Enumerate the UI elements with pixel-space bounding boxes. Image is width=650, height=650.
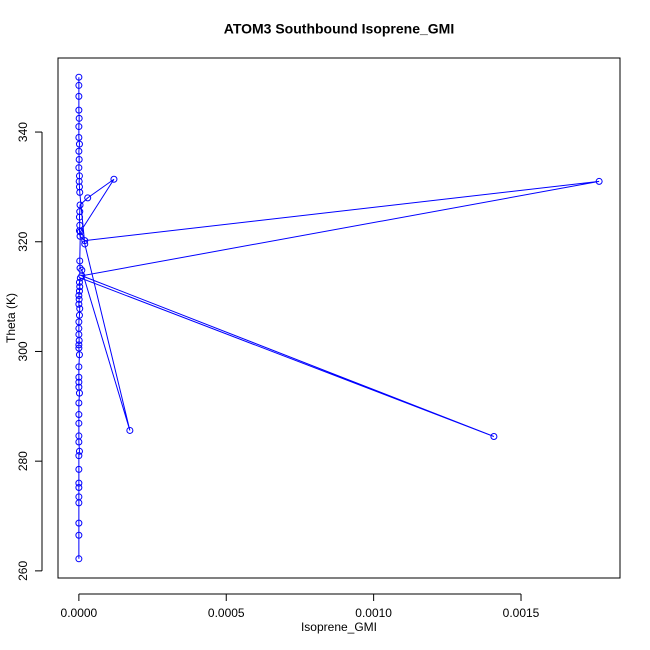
data-point xyxy=(75,363,83,371)
y-tick-label: 300 xyxy=(16,341,30,361)
data-point xyxy=(75,373,83,381)
data-point xyxy=(76,228,84,236)
data-point xyxy=(75,432,83,440)
data-point xyxy=(75,140,83,148)
y-tick-label: 340 xyxy=(16,122,30,142)
data-point xyxy=(75,341,83,349)
data-point xyxy=(75,123,83,131)
data-point xyxy=(75,227,83,235)
data-point xyxy=(78,266,86,274)
x-tick-label: 0.0015 xyxy=(503,606,540,620)
data-point xyxy=(75,106,83,114)
data-point xyxy=(76,264,84,272)
data-point xyxy=(595,177,603,185)
x-tick-label: 0.0000 xyxy=(61,606,98,620)
plot-frame xyxy=(57,57,621,579)
chart-title: ATOM3 Southbound Isoprene_GMI xyxy=(224,21,454,37)
data-point xyxy=(75,519,83,527)
data-point xyxy=(75,92,83,100)
data-point xyxy=(75,164,83,172)
data-point xyxy=(75,479,83,487)
x-tick-label: 0.0005 xyxy=(208,606,245,620)
data-point xyxy=(75,411,83,419)
data-point xyxy=(78,272,86,280)
series-line xyxy=(78,77,600,559)
x-axis-label: Isoprene_GMI xyxy=(301,620,377,634)
data-point xyxy=(75,378,83,386)
data-point xyxy=(75,383,83,391)
data-point xyxy=(490,432,498,440)
data-point xyxy=(126,426,134,434)
data-point xyxy=(75,81,83,89)
data-point xyxy=(75,351,83,359)
data-point xyxy=(75,278,83,286)
data-point xyxy=(76,283,84,291)
data-point xyxy=(75,287,83,295)
data-point xyxy=(75,213,83,221)
data-point xyxy=(76,305,84,313)
data-point xyxy=(75,419,83,427)
data-point xyxy=(75,147,83,155)
data-point xyxy=(75,531,83,539)
data-point xyxy=(75,155,83,163)
data-point xyxy=(81,237,89,245)
y-tick-label: 260 xyxy=(16,561,30,581)
data-point xyxy=(75,295,83,303)
data-point xyxy=(81,240,89,248)
data-point xyxy=(76,208,84,216)
data-point xyxy=(75,300,83,308)
data-point xyxy=(76,221,84,229)
data-point xyxy=(76,201,84,209)
data-point xyxy=(75,114,83,122)
data-point xyxy=(75,344,83,352)
data-point xyxy=(75,399,83,407)
y-tick-label: 280 xyxy=(16,451,30,471)
data-point xyxy=(75,493,83,501)
data-point xyxy=(75,73,83,81)
data-point xyxy=(75,555,83,563)
data-point xyxy=(75,447,83,455)
data-point xyxy=(75,183,83,191)
data-point xyxy=(84,194,92,202)
data-point xyxy=(110,175,118,183)
data-point xyxy=(76,188,84,196)
y-axis-label: Theta (K) xyxy=(4,293,18,343)
data-point xyxy=(76,257,84,265)
data-point xyxy=(75,134,83,142)
data-point xyxy=(75,324,83,332)
x-tick-label: 0.0010 xyxy=(355,606,392,620)
y-tick-label: 320 xyxy=(16,231,30,251)
data-point xyxy=(75,318,83,326)
data-point xyxy=(75,172,83,180)
data-point xyxy=(75,177,83,185)
data-point xyxy=(75,311,83,319)
data-point xyxy=(75,483,83,491)
data-point xyxy=(75,292,83,300)
data-point xyxy=(75,465,83,473)
data-point xyxy=(75,452,83,460)
